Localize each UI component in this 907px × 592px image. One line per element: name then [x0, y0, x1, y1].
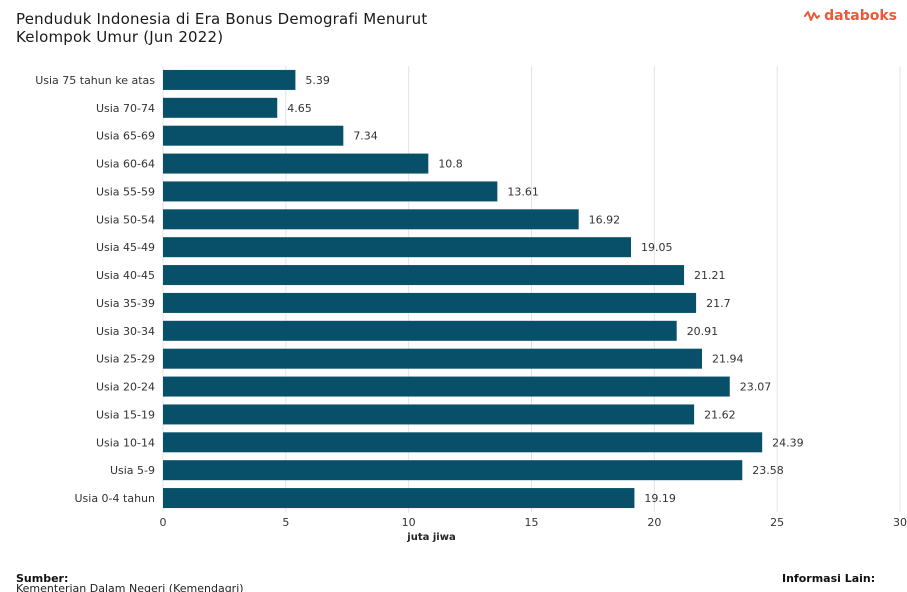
x-tick-label-15: 15	[525, 516, 539, 529]
category-label-13: Usia 10-14	[96, 436, 155, 449]
bar-11	[163, 376, 730, 397]
bar-12	[163, 404, 695, 425]
data-label-3: 10.8	[438, 158, 463, 171]
x-tick-label-10: 10	[402, 516, 416, 529]
data-label-15: 19.19	[644, 492, 676, 505]
databoks-logo-icon	[804, 11, 821, 21]
data-label-8: 21.7	[706, 297, 731, 310]
x-tick-label-25: 25	[770, 516, 784, 529]
data-label-1: 4.65	[287, 102, 312, 115]
bar-13	[163, 432, 763, 453]
bar-3	[163, 153, 429, 174]
bar-6	[163, 237, 631, 258]
x-tick-label-0: 0	[160, 516, 167, 529]
category-label-7: Usia 40-45	[96, 269, 155, 282]
data-label-0: 5.39	[305, 74, 330, 87]
category-label-12: Usia 15-19	[96, 408, 155, 421]
category-label-3: Usia 60-64	[96, 158, 155, 171]
bar-14	[163, 460, 743, 481]
chart-title-line-1: Penduduk Indonesia di Era Bonus Demograf…	[16, 10, 428, 28]
chart-title-line-2: Kelompok Umur (Jun 2022)	[16, 28, 224, 46]
data-label-7: 21.21	[694, 269, 726, 282]
category-label-4: Usia 55-59	[96, 185, 155, 198]
data-label-11: 23.07	[740, 381, 772, 394]
data-label-13: 24.39	[772, 436, 804, 449]
bar-5	[163, 209, 579, 230]
data-label-9: 20.91	[687, 325, 719, 338]
databoks-logo-text: databoks	[824, 8, 897, 24]
data-label-14: 23.58	[752, 464, 784, 477]
bar-7	[163, 265, 685, 286]
x-tick-label-5: 5	[282, 516, 289, 529]
category-label-15: Usia 0-4 tahun	[74, 492, 155, 505]
bar-15	[163, 488, 635, 509]
data-label-4: 13.61	[507, 185, 538, 198]
databoks-logo[interactable]: databoks	[804, 8, 897, 24]
x-axis-title: juta jiwa	[406, 532, 455, 543]
x-tick-label-20: 20	[647, 516, 661, 529]
bar-8	[163, 292, 697, 313]
category-label-1: Usia 70-74	[96, 102, 155, 115]
bar-4	[163, 181, 498, 202]
bar-9	[163, 320, 677, 341]
category-label-9: Usia 30-34	[96, 325, 155, 338]
category-label-0: Usia 75 tahun ke atas	[35, 74, 155, 87]
data-label-6: 19.05	[641, 241, 673, 254]
bar-0	[163, 69, 296, 90]
category-label-2: Usia 65-69	[96, 130, 155, 143]
category-label-10: Usia 25-29	[96, 353, 155, 366]
source-text: Kementerian Dalam Negeri (Kemendagri)	[16, 582, 244, 592]
source-label: Sumber:	[16, 572, 69, 585]
category-label-6: Usia 45-49	[96, 241, 155, 254]
category-label-5: Usia 50-54	[96, 213, 155, 226]
data-label-10: 21.94	[712, 353, 744, 366]
data-label-5: 16.92	[589, 213, 621, 226]
bar-chart: 0 5 10 15 20 25 30 juta jiwa Usia 75 tahun ke at…	[35, 66, 907, 543]
data-label-12: 21.62	[704, 408, 736, 421]
bar-1	[163, 97, 278, 118]
category-label-11: Usia 20-24	[96, 381, 155, 394]
info-label: Informasi Lain:	[782, 572, 876, 585]
data-label-2: 7.34	[353, 130, 378, 143]
chart-title: Penduduk Indonesia di Era Bonus Demograf…	[16, 10, 576, 46]
x-tick-label-30: 30	[893, 516, 907, 529]
bar-10	[163, 348, 702, 369]
category-label-14: Usia 5-9	[110, 464, 155, 477]
category-label-8: Usia 35-39	[96, 297, 155, 310]
bar-2	[163, 125, 344, 146]
